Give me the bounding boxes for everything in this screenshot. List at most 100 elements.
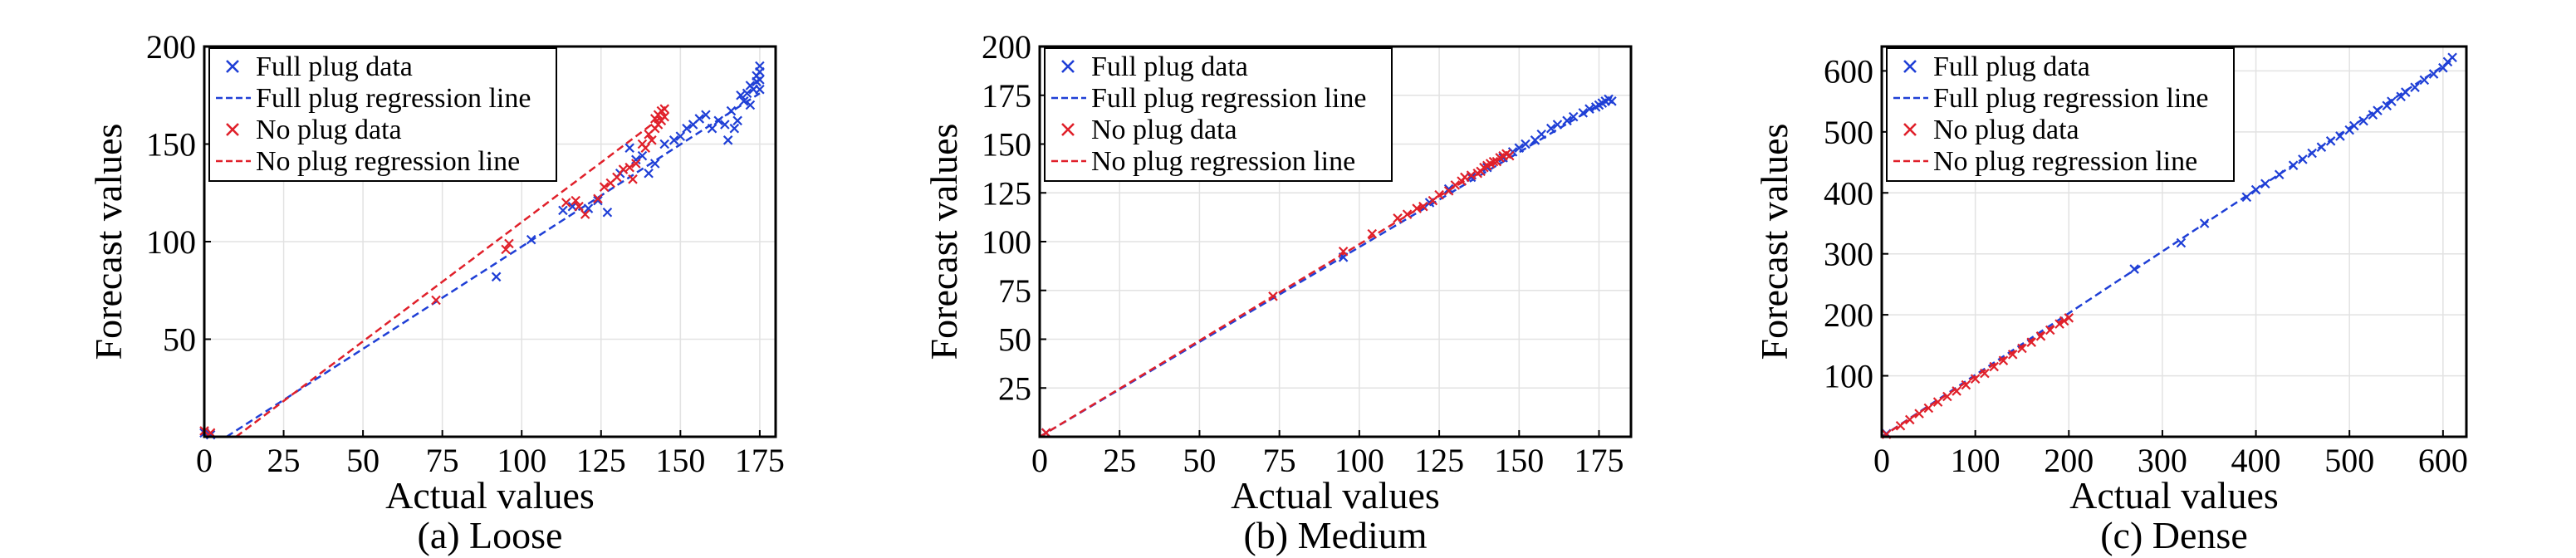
scatter-point [599, 182, 610, 192]
y-axis-label: Forecast values [1753, 124, 1795, 360]
legend-marker [1061, 123, 1075, 136]
scatter-point [659, 111, 669, 122]
scatter-point [1552, 120, 1563, 130]
legend-box [1044, 47, 1393, 182]
scatter-point [631, 154, 641, 165]
x-tick-label: 600 [2418, 442, 2468, 479]
scatter-point [2325, 136, 2336, 146]
scatter-point [1434, 189, 1444, 200]
scatter-point [2241, 192, 2252, 203]
y-tick-label: 75 [998, 272, 1031, 310]
scatter-point [504, 238, 514, 249]
chart-panel-1: 0 25 50 75 100 125 150 175 50 100 150 200 Actual val… [87, 28, 785, 556]
scatter-point [2064, 313, 2074, 323]
plot-frame [1880, 45, 2468, 438]
scatter-point [612, 172, 622, 183]
legend-entry: No plug regression line [1091, 146, 1355, 177]
legend-entry: Full plug data [1091, 51, 1248, 82]
x-tick-label: 500 [2324, 442, 2374, 479]
scatter-point [1412, 203, 1422, 213]
scatter-point [2059, 316, 2069, 326]
scatter-point [729, 123, 740, 134]
scatter-point [631, 159, 641, 169]
scatter-point [2307, 148, 2317, 159]
legend-entry: No plug data [256, 115, 402, 145]
legend-entry: No plug regression line [1933, 146, 2197, 177]
scatter-point [2250, 184, 2261, 195]
scatter-point [2274, 169, 2285, 179]
legend-box [1886, 47, 2235, 182]
x-tick-label: 0 [1873, 442, 1890, 479]
scatter-point [659, 104, 669, 114]
scatter-point [1488, 156, 1499, 167]
scatter-point [2447, 52, 2457, 62]
legend-entry: Full plug data [256, 51, 413, 82]
scatter-point [732, 115, 742, 126]
scatter-point [745, 100, 756, 110]
scatter-point [558, 205, 568, 216]
scatter-point [2335, 131, 2345, 141]
scatter-point [1568, 111, 1579, 122]
scatter-point [739, 96, 749, 106]
scatter-point [707, 123, 717, 134]
x-tick-label: 150 [655, 442, 705, 479]
legend-marker [1903, 123, 1917, 136]
scatter-point [701, 110, 711, 120]
x-axis-label: Actual values [2069, 474, 2279, 516]
y-tick-label: 100 [146, 223, 196, 261]
regression-line [1881, 57, 2456, 438]
x-tick-label: 200 [2044, 442, 2094, 479]
scatter-point [2419, 75, 2430, 86]
y-tick-label: 600 [1824, 52, 1873, 90]
scatter-point [2199, 218, 2210, 228]
scatter-point [649, 159, 660, 169]
scatter-point [1562, 115, 1572, 126]
scatter-point [682, 123, 692, 134]
scatter-point [431, 295, 441, 306]
x-tick-label: 75 [426, 442, 459, 479]
legend-box [208, 47, 557, 182]
y-axis-label: Forecast values [923, 124, 965, 360]
scatter-point [2438, 62, 2448, 73]
x-tick-label: 0 [196, 442, 213, 479]
y-tick-label: 200 [146, 28, 196, 66]
scatter-point [2298, 154, 2308, 164]
scatter-point [624, 143, 634, 153]
scatter-point [1914, 409, 1924, 418]
scatter-point [2401, 87, 2411, 97]
scatter-point [1607, 96, 1617, 106]
scatter-point [1980, 368, 1990, 379]
scatter-point [2035, 331, 2046, 341]
panel-caption: (a) Loose [418, 514, 563, 556]
scatter-point [1998, 355, 2009, 365]
scatter-point [1989, 361, 1999, 372]
scatter-point [1584, 104, 1594, 114]
scatter-point [755, 75, 765, 85]
scatter-point [1393, 213, 1403, 223]
scatter-point [2054, 319, 2064, 329]
scatter-point [491, 272, 502, 282]
scatter-point [1504, 150, 1515, 161]
y-tick-label: 125 [982, 174, 1031, 212]
legend-entry: No plug data [1933, 115, 2079, 145]
scatter-point [675, 131, 686, 141]
scatter-point [1961, 379, 1971, 390]
x-tick-label: 25 [267, 442, 301, 479]
scatter-point [2316, 142, 2327, 152]
x-tick-label: 150 [1494, 442, 1544, 479]
scatter-point [659, 139, 669, 149]
scatter-point [2026, 337, 2036, 347]
y-tick-label: 500 [1824, 114, 1873, 151]
scatter-point [755, 61, 765, 71]
scatter-point [720, 120, 730, 130]
scatter-point [1402, 209, 1413, 219]
scatter-point [593, 195, 603, 206]
scatter-point [1970, 374, 1981, 384]
y-tick-label: 150 [146, 126, 196, 164]
chart-panel-2: 0 25 50 75 100 125 150 175255075100125150175200… [923, 28, 1633, 556]
scatter-point [526, 234, 536, 245]
scatter-point [668, 135, 679, 145]
